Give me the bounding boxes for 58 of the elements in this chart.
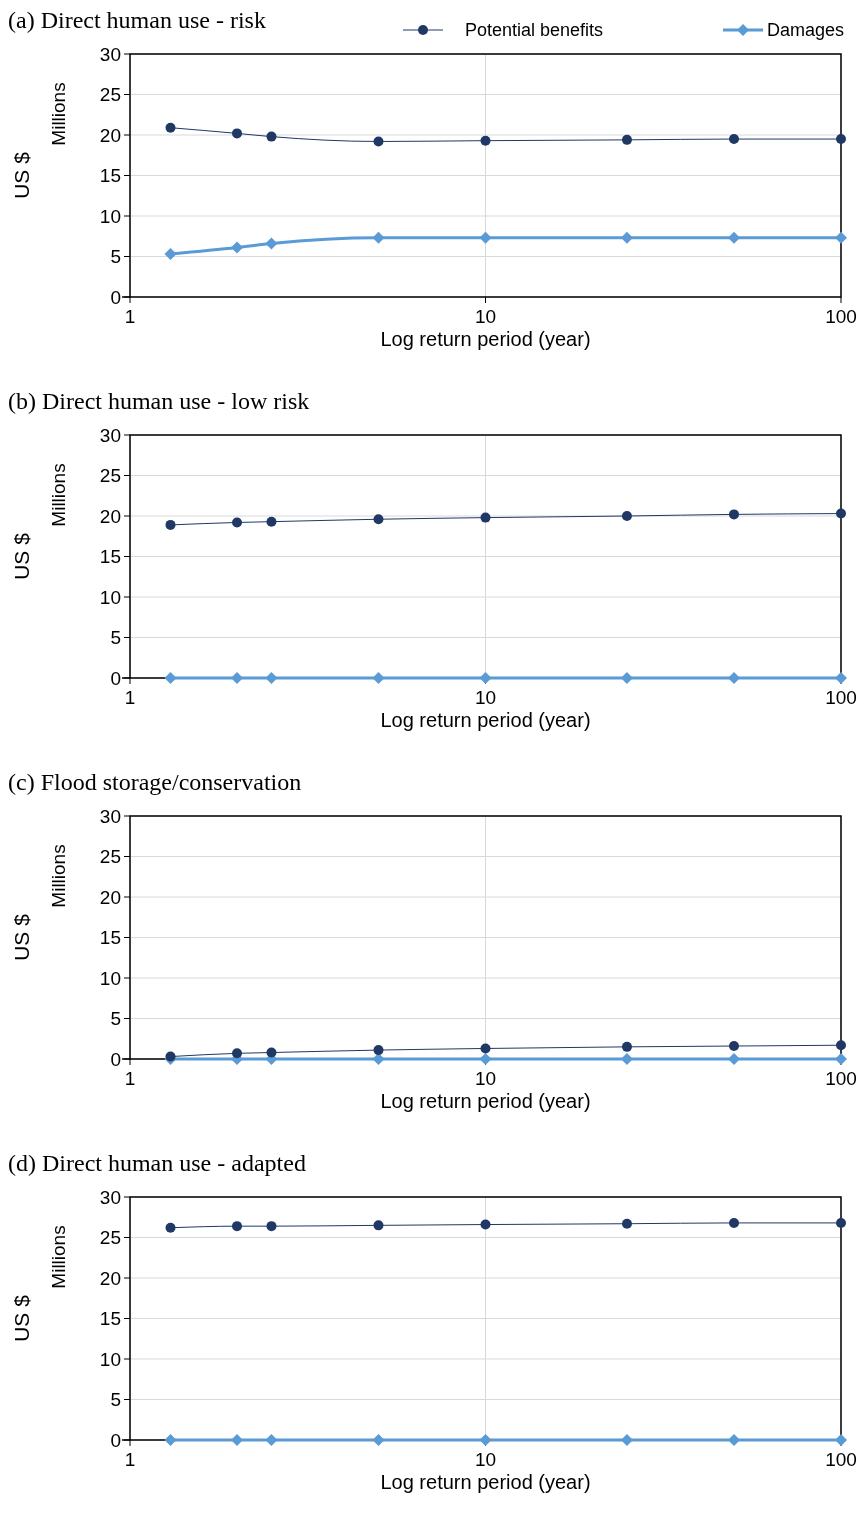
x-axis-title: Log return period (year) <box>380 1090 591 1112</box>
y-tick-label: 15 <box>99 1308 121 1330</box>
y-tick-label: 25 <box>99 465 121 487</box>
y-tick-label: 20 <box>99 505 121 527</box>
y-tick-label: 0 <box>110 1048 121 1070</box>
y-tick-label: 30 <box>99 43 121 65</box>
y-tick-label: 5 <box>110 246 121 268</box>
y-tick-label: 20 <box>99 124 121 146</box>
y-tick-label: 0 <box>110 286 121 308</box>
x-tick-label: 10 <box>474 1449 497 1470</box>
y-tick-label: 15 <box>99 546 121 568</box>
y-tick-label: 30 <box>99 1186 121 1208</box>
x-axis-title: Log return period (year) <box>380 328 591 350</box>
chart-title: (d) Direct human use - adapted <box>8 1150 306 1176</box>
y-tick-label: 10 <box>99 1348 121 1370</box>
legend-label: Damages <box>767 20 845 41</box>
y-tick-label: 5 <box>110 627 121 649</box>
x-tick-label: 100 <box>825 687 857 708</box>
x-tick-label: 1 <box>124 1068 136 1089</box>
y-tick-label: 0 <box>110 1429 121 1451</box>
y-tick-label: 20 <box>99 1267 121 1289</box>
text: Millions <box>48 1225 69 1289</box>
y-tick-label: 15 <box>99 927 121 949</box>
y-tick-label: 10 <box>99 205 121 227</box>
x-tick-label: 100 <box>825 1068 857 1089</box>
y-axis-title: US $ <box>10 913 33 961</box>
y-tick-label: 15 <box>99 165 121 187</box>
y-axis-title: US $ <box>10 151 33 199</box>
x-tick-label: 10 <box>474 1068 497 1089</box>
y-tick-label: 30 <box>99 424 121 446</box>
y-tick-label: 10 <box>99 967 121 989</box>
text: Millions <box>48 463 69 527</box>
y-axis-title: US $ <box>10 1294 33 1342</box>
x-tick-label: 1 <box>124 306 136 327</box>
y-tick-label: 25 <box>99 1227 121 1249</box>
x-tick-label: 100 <box>825 306 857 327</box>
x-axis-title: Log return period (year) <box>380 709 591 731</box>
text: Millions <box>48 844 69 908</box>
x-tick-label: 10 <box>474 687 497 708</box>
y-tick-label: 25 <box>99 846 121 868</box>
x-tick-label: 100 <box>825 1449 857 1470</box>
x-tick-label: 10 <box>474 306 497 327</box>
legend-label: Potential benefits <box>465 20 604 41</box>
y-axis-title: US $ <box>10 532 33 580</box>
x-tick-label: 1 <box>124 1449 136 1470</box>
y-tick-label: 25 <box>99 84 121 106</box>
y-tick-label: 5 <box>110 1008 121 1030</box>
y-tick-label: 5 <box>110 1389 121 1411</box>
x-tick-label: 1 <box>124 687 136 708</box>
y-tick-label: 10 <box>99 586 121 608</box>
chart-title: (a) Direct human use - risk <box>8 7 266 33</box>
y-tick-label: 30 <box>99 805 121 827</box>
chart-title: (c) Flood storage/conservation <box>8 769 302 795</box>
x-axis-title: Log return period (year) <box>380 1471 591 1493</box>
y-tick-label: 20 <box>99 886 121 908</box>
text: Millions <box>48 82 69 146</box>
chart-title: (b) Direct human use - low risk <box>8 388 310 414</box>
y-tick-label: 0 <box>110 667 121 689</box>
